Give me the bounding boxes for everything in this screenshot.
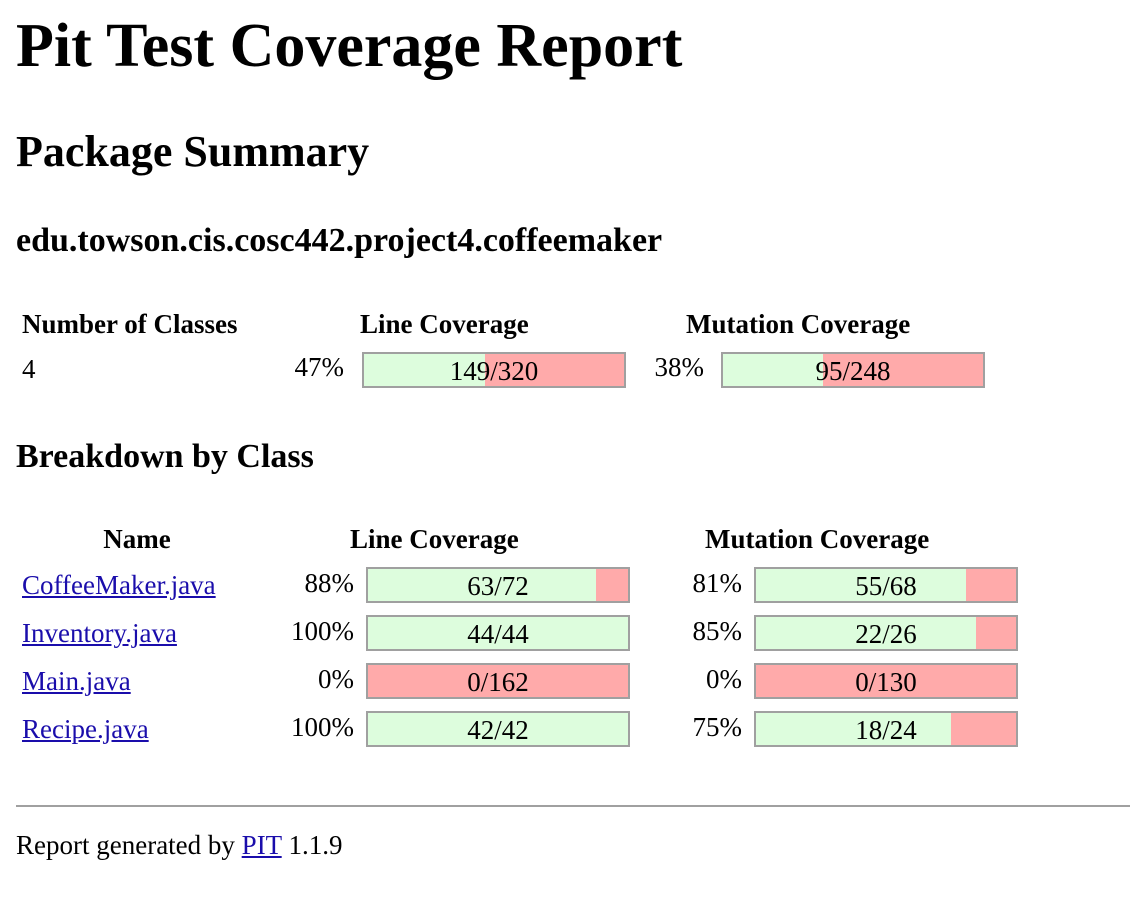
- coverage-fill: [756, 617, 976, 649]
- coverage-fill: [756, 569, 967, 601]
- coverage-ratio: 22/26: [855, 619, 917, 649]
- footer: Report generated by PIT 1.1.9: [16, 828, 342, 862]
- number-of-classes-value: 4: [22, 354, 36, 384]
- mutation-coverage-bar: 18/24: [754, 711, 1018, 747]
- mutation-coverage-bar: 0/130: [754, 663, 1018, 699]
- class-link-coffeemaker[interactable]: CoffeeMaker.java: [22, 570, 216, 600]
- footer-prefix: Report generated by: [16, 830, 235, 860]
- mutation-percent: 75%: [692, 712, 743, 742]
- coverage-fill: [368, 713, 628, 745]
- class-link-main[interactable]: Main.java: [22, 666, 131, 696]
- class-link-inventory[interactable]: Inventory.java: [22, 618, 177, 648]
- line-coverage-bar: 42/42: [366, 711, 630, 747]
- footer-divider: [16, 805, 1130, 807]
- summary-line-coverage-bar: 149/320: [362, 352, 626, 388]
- page-title: Pit Test Coverage Report: [16, 12, 683, 80]
- coverage-ratio: 95/248: [815, 356, 891, 386]
- coverage-fill: [368, 617, 628, 649]
- header-mutation-coverage: Mutation Coverage: [705, 524, 930, 554]
- summary-mutation-coverage-bar: 95/248: [721, 352, 985, 388]
- coverage-fill: [368, 569, 596, 601]
- line-coverage-bar: 44/44: [366, 615, 630, 651]
- mutation-coverage-bar: 55/68: [754, 567, 1018, 603]
- footer-version: 1.1.9: [288, 830, 343, 860]
- coverage-ratio: 63/72: [467, 571, 529, 601]
- summary-mutation-percent: 38%: [654, 352, 705, 382]
- header-name: Name: [103, 524, 171, 554]
- coverage-ratio: 42/42: [467, 715, 529, 745]
- summary-line-percent: 47%: [294, 352, 345, 382]
- coverage-ratio: 0/162: [467, 667, 529, 697]
- class-link-recipe[interactable]: Recipe.java: [22, 714, 149, 744]
- mutation-coverage-bar: 22/26: [754, 615, 1018, 651]
- coverage-ratio: 149/320: [449, 356, 539, 386]
- package-name: edu.towson.cis.cosc442.project4.coffeema…: [16, 222, 663, 259]
- mutation-percent: 85%: [692, 616, 743, 646]
- header-mutation-coverage: Mutation Coverage: [686, 309, 911, 339]
- coverage-ratio: 0/130: [855, 667, 917, 697]
- mutation-percent: 81%: [692, 568, 743, 598]
- breakdown-heading: Breakdown by Class: [16, 438, 314, 475]
- line-percent: 100%: [291, 712, 354, 742]
- line-coverage-bar: 63/72: [366, 567, 630, 603]
- coverage-ratio: 55/68: [855, 571, 917, 601]
- mutation-percent: 0%: [706, 664, 742, 694]
- header-number-of-classes: Number of Classes: [22, 309, 238, 339]
- coverage-fill: [723, 354, 823, 386]
- header-line-coverage: Line Coverage: [350, 524, 519, 554]
- line-coverage-bar: 0/162: [366, 663, 630, 699]
- package-summary-heading: Package Summary: [16, 127, 370, 176]
- coverage-fill: [756, 713, 951, 745]
- header-line-coverage: Line Coverage: [360, 309, 529, 339]
- line-percent: 0%: [318, 664, 354, 694]
- line-percent: 88%: [304, 568, 355, 598]
- coverage-ratio: 18/24: [855, 715, 917, 745]
- coverage-fill: [364, 354, 486, 386]
- line-percent: 100%: [291, 616, 354, 646]
- coverage-ratio: 44/44: [467, 619, 529, 649]
- pit-link[interactable]: PIT: [241, 830, 282, 860]
